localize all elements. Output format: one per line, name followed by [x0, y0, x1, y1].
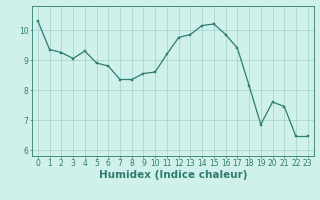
- X-axis label: Humidex (Indice chaleur): Humidex (Indice chaleur): [99, 170, 247, 180]
